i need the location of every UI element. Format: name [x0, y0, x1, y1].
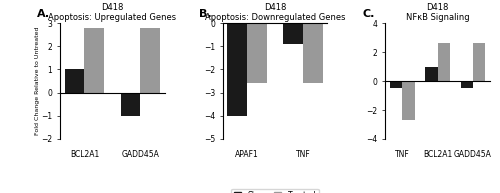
Bar: [473, 43, 485, 81]
Title: D418
NFκB Signaling: D418 NFκB Signaling: [406, 3, 469, 22]
Text: BCL2A1: BCL2A1: [70, 150, 99, 159]
Bar: [121, 93, 141, 116]
Bar: [425, 67, 438, 81]
Text: GADD45A: GADD45A: [454, 150, 492, 159]
Bar: [84, 28, 104, 93]
Bar: [228, 23, 247, 116]
Bar: [390, 81, 402, 88]
Text: APAF1: APAF1: [235, 150, 259, 159]
Bar: [65, 69, 84, 93]
Bar: [303, 23, 322, 83]
Title: D418
Apoptosis: Upregulated Genes: D418 Apoptosis: Upregulated Genes: [48, 3, 176, 22]
Text: A.: A.: [37, 9, 50, 19]
Y-axis label: Fold Change Relative to Untreated: Fold Change Relative to Untreated: [35, 27, 40, 135]
Bar: [284, 23, 303, 44]
Text: TNF: TNF: [395, 150, 409, 159]
Text: TNF: TNF: [296, 150, 310, 159]
Text: C.: C.: [362, 9, 374, 19]
Text: BCL2A1: BCL2A1: [423, 150, 452, 159]
Bar: [140, 28, 160, 93]
Bar: [460, 81, 473, 88]
Text: GADD45A: GADD45A: [122, 150, 160, 159]
Bar: [402, 81, 414, 120]
Title: D418
Apoptosis: Downregulated Genes: D418 Apoptosis: Downregulated Genes: [205, 3, 346, 22]
Text: B.: B.: [200, 9, 212, 19]
Legend: Sham, Treated: Sham, Treated: [232, 189, 318, 193]
Bar: [438, 43, 450, 81]
Bar: [247, 23, 266, 83]
